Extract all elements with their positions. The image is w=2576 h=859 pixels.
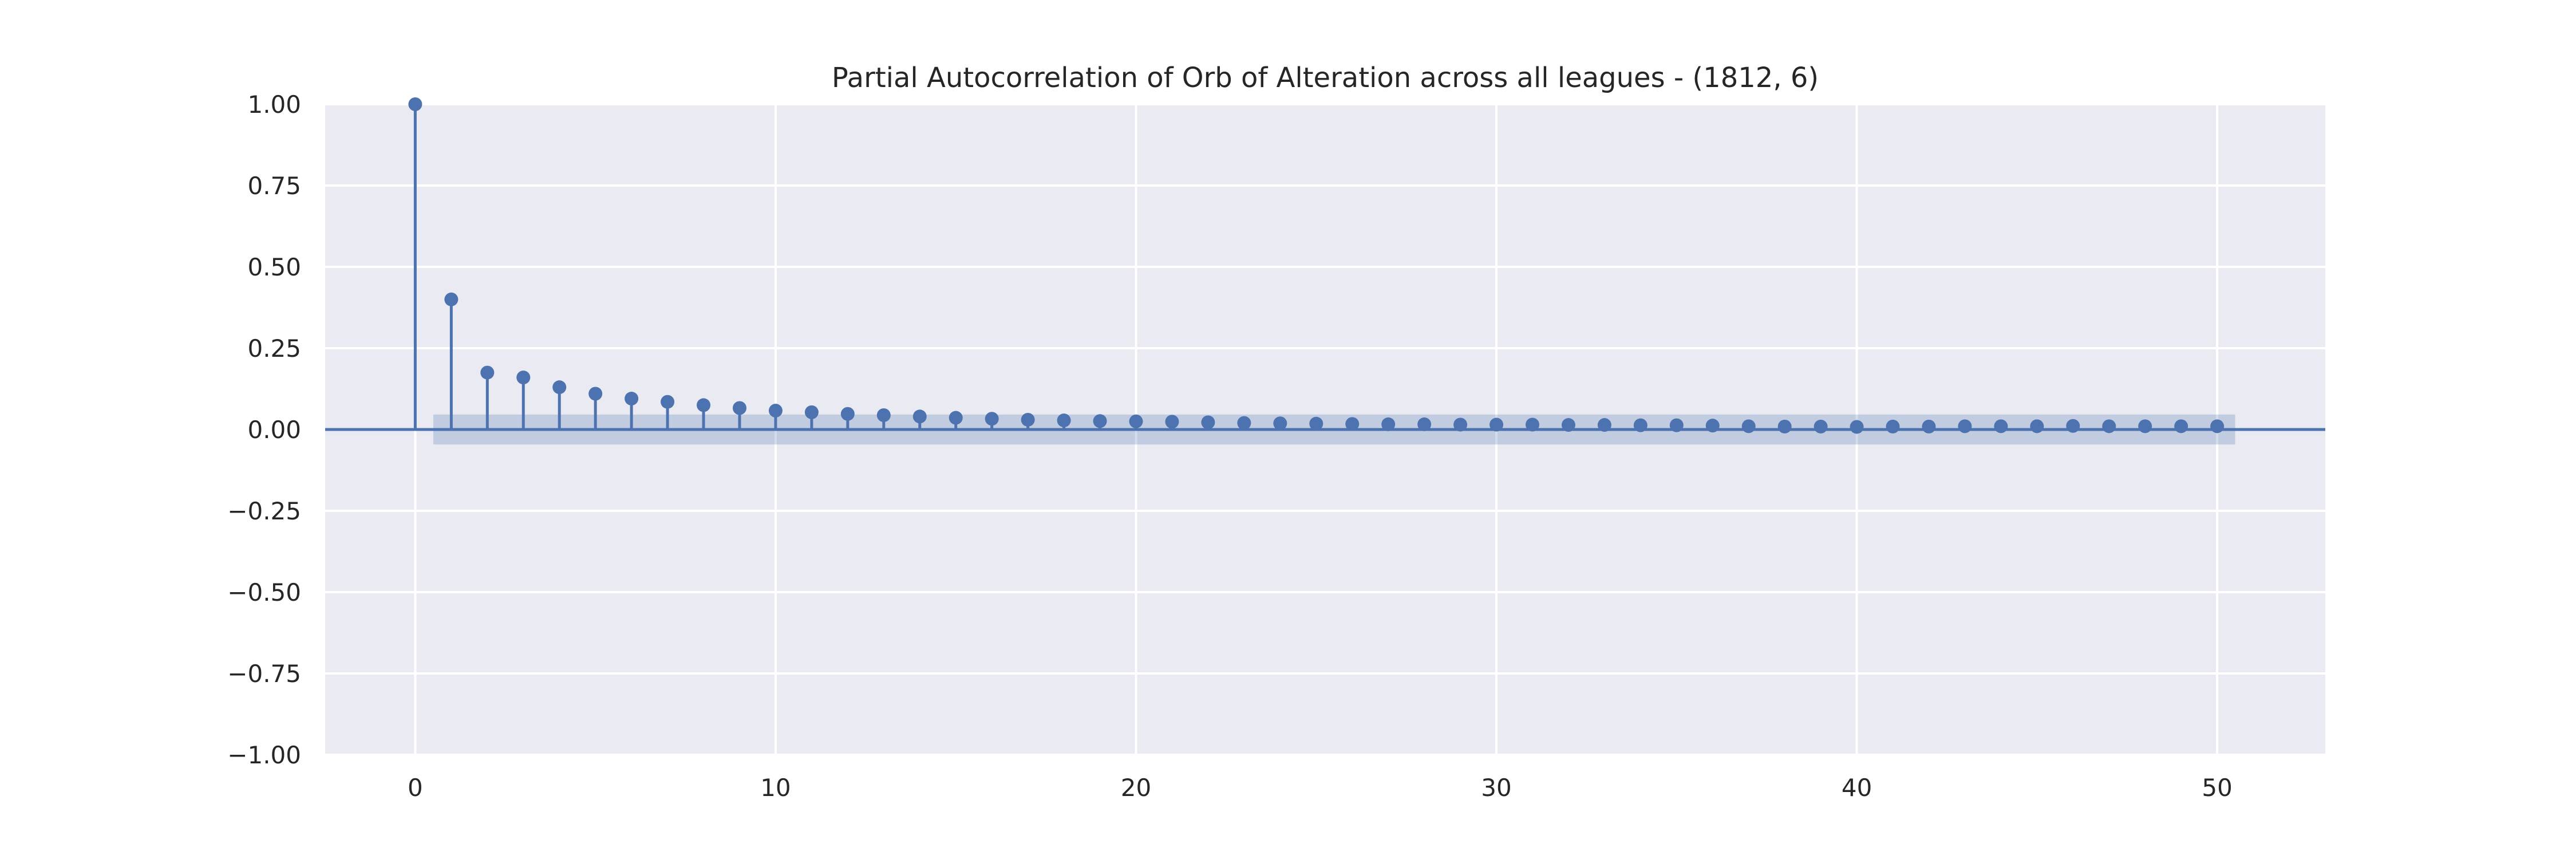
x-tick-label: 0 <box>408 774 423 802</box>
data-point <box>1597 418 1611 432</box>
x-tick-label: 50 <box>2202 774 2232 802</box>
data-point <box>625 392 639 406</box>
x-tick-label: 10 <box>760 774 791 802</box>
data-point <box>1021 412 1035 427</box>
data-point <box>697 398 711 412</box>
y-tick-label: 1.00 <box>247 90 301 119</box>
data-point <box>840 407 855 421</box>
data-point <box>2174 419 2188 434</box>
data-point <box>1057 413 1071 428</box>
x-axis-tick-labels: 0 10 20 30 40 50 <box>408 774 2233 802</box>
data-point <box>1237 416 1251 430</box>
data-point <box>949 411 963 425</box>
data-point <box>1201 415 1215 430</box>
data-point <box>2102 419 2116 434</box>
y-tick-label: −0.50 <box>227 578 301 606</box>
data-point <box>1633 418 1647 432</box>
y-tick-label: 0.50 <box>247 253 301 281</box>
data-point <box>444 292 459 306</box>
data-point <box>2210 419 2225 434</box>
data-point <box>1561 418 1575 432</box>
data-point <box>1490 417 1504 432</box>
data-point <box>1850 420 1864 434</box>
y-tick-label: 0.25 <box>247 334 301 362</box>
data-point <box>661 395 675 409</box>
data-point <box>985 412 999 426</box>
data-point <box>1093 414 1107 428</box>
markers <box>408 97 2225 434</box>
y-tick-label: −1.00 <box>227 741 301 769</box>
data-point <box>2030 419 2044 434</box>
x-tick-label: 20 <box>1121 774 1151 802</box>
data-point <box>2138 419 2152 434</box>
data-point <box>1922 419 1936 434</box>
data-point <box>912 409 927 424</box>
data-point <box>804 405 819 419</box>
data-point <box>1309 416 1323 431</box>
data-point <box>876 408 891 423</box>
chart-title: Partial Autocorrelation of Orb of Altera… <box>832 62 1819 94</box>
data-point <box>768 404 783 418</box>
data-point <box>1669 418 1684 432</box>
data-point <box>1994 419 2008 434</box>
data-point <box>408 97 422 111</box>
data-point <box>1814 419 1828 434</box>
data-point <box>480 365 495 380</box>
data-point <box>1777 419 1792 434</box>
data-point <box>588 387 603 401</box>
data-point <box>732 401 746 415</box>
data-point <box>1129 414 1143 428</box>
data-point <box>1417 417 1432 431</box>
data-point <box>1273 416 1287 431</box>
y-tick-label: −0.75 <box>227 660 301 688</box>
x-tick-label: 40 <box>1842 774 1872 802</box>
data-point <box>516 371 531 385</box>
y-axis-tick-labels: 1.00 0.75 0.50 0.25 0.00 −0.25 −0.50 −0.75 −1.00 <box>227 90 301 769</box>
data-point <box>1453 417 1468 432</box>
data-point <box>1886 419 1900 434</box>
data-point <box>1958 419 1972 434</box>
x-tick-label: 30 <box>1481 774 1511 802</box>
data-point <box>1741 419 1756 434</box>
y-tick-label: 0.00 <box>247 416 301 444</box>
data-point <box>1165 415 1179 429</box>
y-tick-label: 0.75 <box>247 172 301 200</box>
data-point <box>1525 417 1539 432</box>
y-tick-label: −0.25 <box>227 497 301 525</box>
data-point <box>2066 419 2080 433</box>
data-point <box>552 380 567 395</box>
data-point <box>1381 417 1396 431</box>
data-point <box>1345 417 1360 431</box>
data-point <box>1705 419 1720 433</box>
